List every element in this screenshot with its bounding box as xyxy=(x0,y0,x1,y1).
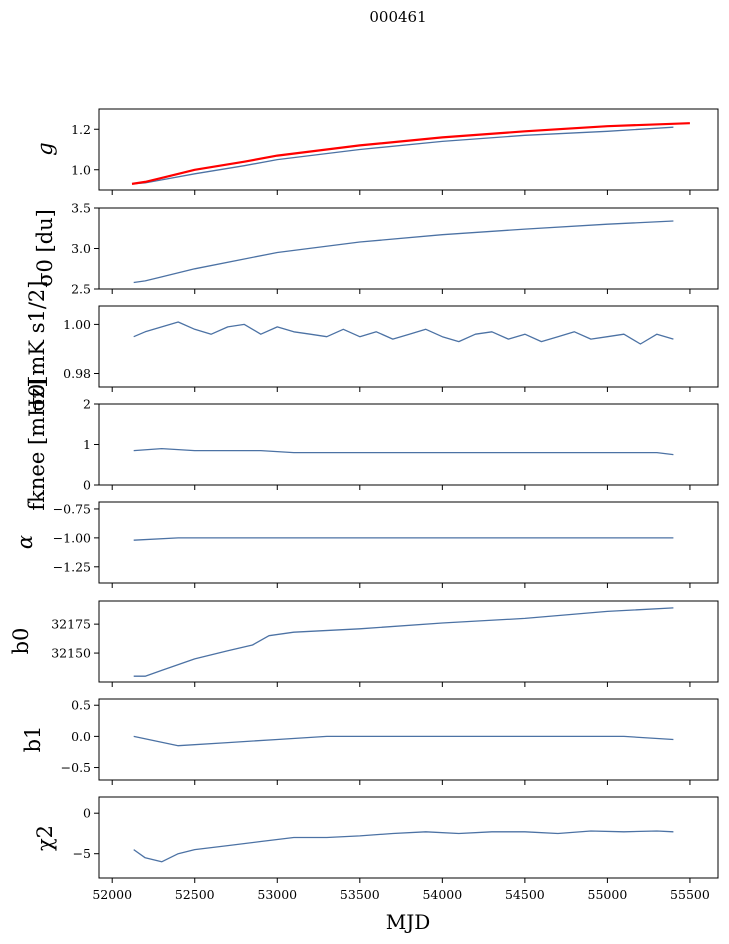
y-tick-label-sigma0-mk: 1.00 xyxy=(63,317,91,332)
figure-title: 000461 xyxy=(369,8,426,26)
x-tick-label: 54500 xyxy=(505,887,545,902)
ylabel-chi2-text: χ2 xyxy=(33,825,57,851)
x-tick-label: 52500 xyxy=(175,887,215,902)
y-tick-label-alpha: −1.00 xyxy=(53,530,91,545)
x-tick-label: 53000 xyxy=(257,887,297,902)
y-tick-label-sigma0-du: 3.5 xyxy=(71,201,91,216)
panel-sigma0-du: 2.5 3.0 3.5 xyxy=(71,201,719,297)
y-tick-label-b1: 0.0 xyxy=(71,729,91,744)
y-tick-label-fknee: 1 xyxy=(83,437,91,452)
ylabel-g-text: g xyxy=(33,142,57,155)
series-line-fknee-1 xyxy=(133,447,674,456)
series-line-alpha-1 xyxy=(133,537,674,541)
series-line-b0-1 xyxy=(133,607,674,677)
axes-frame-fknee xyxy=(98,403,719,486)
series-line-gain-2 xyxy=(131,122,690,185)
x-axis-label: MJD xyxy=(386,910,431,934)
axes-frame-b1 xyxy=(98,698,719,781)
x-tick-label: 52000 xyxy=(92,887,132,902)
y-tick-label-sigma0-du: 3.0 xyxy=(71,241,91,256)
axes-frame-b0 xyxy=(98,600,719,683)
y-tick-label-b0: 32175 xyxy=(51,617,91,632)
series-line-sigma0-mk-1 xyxy=(133,321,674,345)
y-tick-label-fknee: 2 xyxy=(83,397,91,412)
ylabel-g: g xyxy=(33,142,57,155)
ylabel-fknee-text: fknee [mHz] xyxy=(25,379,49,510)
ylabel-fknee: fknee [mHz] xyxy=(25,379,49,510)
ylabel-b0-text: b0 xyxy=(9,628,33,655)
ylabel-alpha: α xyxy=(13,535,37,549)
y-tick-label-b1: 0.5 xyxy=(71,698,91,713)
y-tick-label-fknee: 0 xyxy=(83,478,91,493)
y-tick-label-chi2: −5 xyxy=(73,846,91,861)
series-line-sigma0-du-1 xyxy=(133,220,674,284)
series-line-chi2-1 xyxy=(133,830,674,863)
axes-frame-alpha xyxy=(98,501,719,584)
y-tick-label-alpha: −0.75 xyxy=(53,501,91,516)
panel-gain: 1.0 1.2 xyxy=(71,108,719,195)
y-tick-label-chi2: 0 xyxy=(83,806,91,821)
y-tick-label-sigma0-mk: 0.98 xyxy=(63,366,91,381)
x-tick-label: 55000 xyxy=(588,887,628,902)
y-tick-label-gain: 1.0 xyxy=(71,162,91,177)
series-line-b1-1 xyxy=(133,735,674,747)
panel-b0: 32150 32175 xyxy=(51,600,719,687)
panel-chi2: −5 0 xyxy=(73,796,719,883)
x-tick-label: 54000 xyxy=(422,887,462,902)
ylabel-sigma0-mk: σ0[mK s1/2] xyxy=(25,281,49,412)
ylabel-sigma0-du-text: σ0 [du] xyxy=(33,209,57,287)
panel-b1: −0.5 0.0 0.5 xyxy=(61,698,719,785)
series-line-gain-1 xyxy=(131,126,674,185)
ylabel-chi2: χ2 xyxy=(33,825,57,851)
x-tick-label: 53500 xyxy=(340,887,380,902)
panels: 1.0 1.2 2.5 3.0 3.5 0.98 1.00 0 1 2 −1.25 −1.00 −0.7… xyxy=(51,108,719,902)
x-tick-label: 55500 xyxy=(670,887,710,902)
ylabel-sigma0-mk-text: σ0[mK s1/2] xyxy=(25,281,49,412)
axes-frame-gain xyxy=(98,108,719,191)
ylabel-alpha-text: α xyxy=(13,535,37,549)
ylabel-b1: b1 xyxy=(21,726,45,753)
y-tick-label-gain: 1.2 xyxy=(71,122,91,137)
ylabel-sigma0-du: σ0 [du] xyxy=(33,209,57,287)
y-tick-label-b0: 32150 xyxy=(51,646,91,661)
axes-frame-chi2 xyxy=(98,796,719,879)
axes-frame-sigma0-mk xyxy=(98,305,719,388)
ylabel-b0: b0 xyxy=(9,628,33,655)
panel-fknee: 0 1 2 xyxy=(83,397,719,493)
y-tick-label-sigma0-du: 2.5 xyxy=(71,282,91,297)
panel-sigma0-mk: 0.98 1.00 xyxy=(63,305,719,392)
y-tick-label-alpha: −1.25 xyxy=(53,559,91,574)
y-tick-label-b1: −0.5 xyxy=(61,760,91,775)
panel-alpha: −1.25 −1.00 −0.75 xyxy=(53,501,719,588)
axes-frame-sigma0-du xyxy=(98,207,719,290)
ylabel-b1-text: b1 xyxy=(21,726,45,753)
